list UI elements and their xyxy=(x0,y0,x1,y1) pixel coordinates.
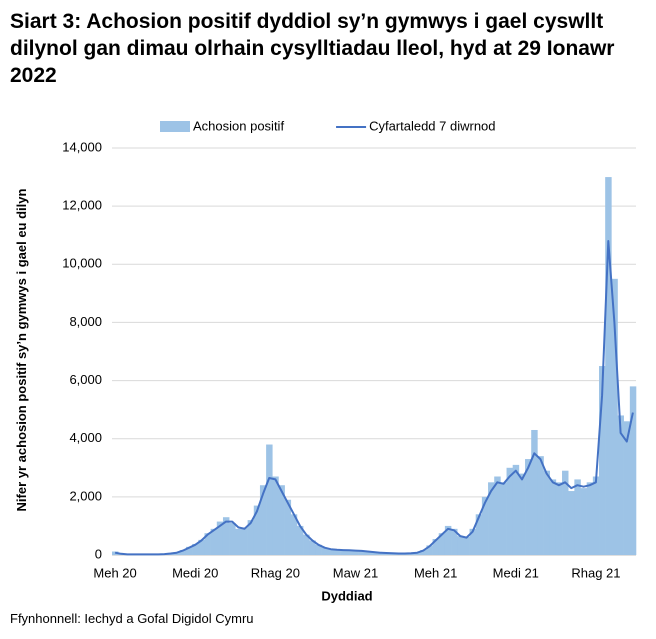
bar xyxy=(463,536,470,555)
bar xyxy=(179,550,187,555)
bar xyxy=(259,485,267,555)
bar xyxy=(469,528,477,555)
bar xyxy=(327,549,335,555)
bar xyxy=(333,549,341,555)
y-tick-label: 12,000 xyxy=(62,198,102,213)
legend-label: Achosion positif xyxy=(193,118,284,133)
bar xyxy=(358,550,366,555)
bar xyxy=(296,525,304,555)
x-tick-label: Medi 20 xyxy=(172,565,218,580)
bar xyxy=(500,482,507,555)
bar xyxy=(617,415,624,555)
bar xyxy=(266,444,273,555)
average-line xyxy=(114,240,634,556)
bar xyxy=(370,552,378,555)
bar xyxy=(592,476,600,555)
bar xyxy=(216,521,224,555)
bar xyxy=(562,470,569,555)
bar xyxy=(185,546,193,555)
bar xyxy=(253,505,261,555)
bar xyxy=(537,456,544,555)
x-tick-label: Maw 21 xyxy=(333,565,379,580)
bar xyxy=(222,517,230,555)
bar xyxy=(494,476,501,555)
x-tick-label: Meh 20 xyxy=(93,565,136,580)
bar xyxy=(580,488,587,555)
bar xyxy=(506,467,514,555)
bar xyxy=(420,550,427,555)
bar xyxy=(611,278,618,555)
y-tick-label: 6,000 xyxy=(69,372,102,387)
y-tick-label: 8,000 xyxy=(69,314,102,329)
bar xyxy=(192,543,199,555)
bar xyxy=(586,482,594,555)
x-tick-label: Meh 21 xyxy=(414,565,457,580)
y-tick-label: 2,000 xyxy=(69,488,102,503)
bar xyxy=(623,421,631,555)
legend-label: Cyfartaledd 7 diwrnod xyxy=(369,118,495,133)
chart-title: Siart 3: Achosion positif dyddiol sy’n g… xyxy=(10,10,615,87)
bar xyxy=(629,386,637,555)
bar xyxy=(315,544,322,555)
bar xyxy=(198,539,205,555)
bar xyxy=(432,539,440,555)
x-axis-title: Dyddiad xyxy=(321,588,372,603)
bar xyxy=(488,482,495,555)
bar xyxy=(568,491,575,555)
bar xyxy=(321,547,329,555)
bar xyxy=(475,514,483,555)
bar xyxy=(451,528,458,555)
bar xyxy=(426,545,433,555)
x-tick-label: Rhag 21 xyxy=(571,565,620,580)
bar xyxy=(543,470,550,555)
bar xyxy=(235,528,242,555)
bar xyxy=(438,533,446,555)
x-tick-label: Medi 21 xyxy=(493,565,539,580)
legend-swatch xyxy=(160,121,190,132)
y-tick-label: 0 xyxy=(95,546,102,561)
bar xyxy=(377,552,384,555)
bar xyxy=(229,523,236,555)
bar xyxy=(340,550,347,555)
y-tick-label: 14,000 xyxy=(62,139,102,154)
chart: Dyddiad 0 2,000 4,000 6,000 8,000 10,000 12,00… xyxy=(62,118,637,603)
bar xyxy=(204,533,211,555)
bar xyxy=(444,525,452,555)
bar xyxy=(290,514,298,555)
bar xyxy=(531,429,538,555)
bar xyxy=(457,536,464,555)
bar xyxy=(241,527,248,555)
bar xyxy=(549,479,557,555)
bar xyxy=(346,550,353,555)
bar xyxy=(210,528,218,555)
bar xyxy=(247,520,255,555)
bar xyxy=(599,366,606,555)
bar xyxy=(481,496,489,555)
source-note: Ffynhonnell: Iechyd a Gofal Digidol Cymr… xyxy=(10,611,254,626)
bar xyxy=(303,534,310,555)
bar xyxy=(605,177,612,556)
bar xyxy=(309,540,316,555)
bar xyxy=(525,459,532,555)
y-tick-label: 10,000 xyxy=(62,256,102,271)
bar xyxy=(352,550,359,555)
bar xyxy=(284,499,292,555)
bar xyxy=(278,485,285,555)
bar xyxy=(518,473,526,555)
bar xyxy=(272,476,279,555)
bar xyxy=(574,479,581,555)
y-tick-label: 4,000 xyxy=(69,430,102,445)
x-tick-label: Rhag 20 xyxy=(251,565,300,580)
bar xyxy=(512,464,520,555)
bar xyxy=(364,551,372,555)
bar xyxy=(555,482,563,555)
